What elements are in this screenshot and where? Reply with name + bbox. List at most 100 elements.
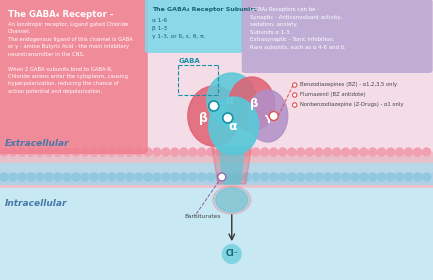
Circle shape — [269, 111, 278, 120]
Circle shape — [0, 173, 8, 181]
Circle shape — [126, 173, 134, 181]
FancyBboxPatch shape — [242, 0, 433, 73]
Ellipse shape — [207, 73, 257, 127]
Circle shape — [351, 148, 359, 156]
Circle shape — [333, 173, 341, 181]
Circle shape — [293, 103, 297, 107]
Circle shape — [171, 173, 179, 181]
Text: Barbiturates: Barbiturates — [185, 214, 221, 219]
Circle shape — [162, 148, 170, 156]
Circle shape — [223, 113, 233, 123]
Text: Extracellular: Extracellular — [5, 139, 70, 148]
Ellipse shape — [213, 186, 251, 214]
Circle shape — [99, 148, 107, 156]
Circle shape — [414, 173, 422, 181]
Ellipse shape — [216, 188, 248, 212]
Text: γ: γ — [265, 113, 272, 123]
Circle shape — [189, 148, 197, 156]
Circle shape — [234, 173, 242, 181]
Circle shape — [387, 148, 394, 156]
Circle shape — [189, 173, 197, 181]
Circle shape — [108, 173, 116, 181]
Ellipse shape — [229, 77, 275, 131]
Circle shape — [209, 101, 219, 111]
Circle shape — [351, 173, 359, 181]
Circle shape — [387, 173, 394, 181]
Circle shape — [414, 148, 422, 156]
Circle shape — [27, 148, 35, 156]
Polygon shape — [219, 146, 245, 184]
Circle shape — [63, 148, 71, 156]
Circle shape — [315, 148, 323, 156]
Circle shape — [306, 148, 313, 156]
Circle shape — [63, 173, 71, 181]
FancyBboxPatch shape — [145, 0, 243, 53]
Text: The GABA₄ Receptor Subunits:: The GABA₄ Receptor Subunits: — [152, 7, 259, 12]
Circle shape — [234, 148, 242, 156]
Text: β: β — [199, 111, 208, 125]
Circle shape — [99, 173, 107, 181]
Circle shape — [293, 83, 297, 87]
Circle shape — [360, 148, 368, 156]
FancyBboxPatch shape — [0, 0, 148, 154]
Circle shape — [9, 173, 17, 181]
Circle shape — [180, 173, 188, 181]
Circle shape — [36, 148, 44, 156]
Text: α 1-6
β 1-3
γ 1-3, or δ, ε, θ, π.: α 1-6 β 1-3 γ 1-3, or δ, ε, θ, π. — [152, 18, 205, 39]
Circle shape — [18, 148, 26, 156]
Circle shape — [368, 148, 377, 156]
Circle shape — [216, 173, 224, 181]
Circle shape — [72, 173, 80, 181]
Circle shape — [144, 173, 152, 181]
Circle shape — [171, 148, 179, 156]
Circle shape — [222, 244, 242, 264]
Circle shape — [306, 173, 313, 181]
Circle shape — [90, 173, 98, 181]
Circle shape — [45, 148, 53, 156]
Circle shape — [360, 173, 368, 181]
Circle shape — [81, 148, 89, 156]
Circle shape — [216, 148, 224, 156]
Circle shape — [81, 173, 89, 181]
Circle shape — [315, 173, 323, 181]
Circle shape — [126, 148, 134, 156]
Circle shape — [297, 173, 305, 181]
Text: Flumazenil (BZ antidote): Flumazenil (BZ antidote) — [300, 92, 365, 97]
Circle shape — [261, 148, 269, 156]
Circle shape — [279, 148, 287, 156]
Text: α: α — [226, 94, 234, 106]
Circle shape — [261, 173, 269, 181]
Circle shape — [9, 148, 17, 156]
Circle shape — [270, 173, 278, 181]
Circle shape — [117, 173, 125, 181]
Text: α: α — [229, 120, 237, 132]
Circle shape — [297, 148, 305, 156]
Circle shape — [423, 148, 430, 156]
Circle shape — [423, 173, 430, 181]
Circle shape — [252, 173, 260, 181]
Text: β: β — [249, 97, 258, 109]
Circle shape — [342, 148, 350, 156]
Ellipse shape — [188, 86, 240, 146]
Circle shape — [0, 148, 8, 156]
Circle shape — [117, 148, 125, 156]
Circle shape — [225, 148, 233, 156]
Circle shape — [207, 148, 215, 156]
Text: GABA: GABA — [179, 58, 200, 64]
Ellipse shape — [209, 97, 259, 155]
Circle shape — [218, 173, 226, 181]
Circle shape — [368, 173, 377, 181]
Circle shape — [45, 173, 53, 181]
Circle shape — [135, 148, 143, 156]
Circle shape — [198, 148, 206, 156]
Circle shape — [324, 148, 332, 156]
Circle shape — [342, 173, 350, 181]
Circle shape — [198, 173, 206, 181]
Text: An Ionotropic receptor, Ligand gated Chloride
Channel.
The endogenous ligand of : An Ionotropic receptor, Ligand gated Chl… — [8, 22, 133, 94]
Polygon shape — [212, 146, 252, 184]
Circle shape — [396, 173, 404, 181]
Circle shape — [144, 148, 152, 156]
Circle shape — [54, 173, 62, 181]
Circle shape — [36, 173, 44, 181]
Circle shape — [72, 148, 80, 156]
